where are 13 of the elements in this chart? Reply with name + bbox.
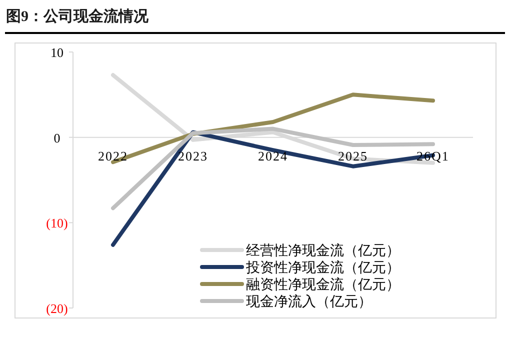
y-tick-label: (10) [46,216,68,231]
x-tick-label: 2024 [258,148,288,164]
legend-label: 投资性净现金流（亿元） [245,260,400,276]
y-tick-label: 10 [50,45,64,60]
legend-label: 现金净流入（亿元） [246,294,372,310]
x-tick-label: 2022 [98,148,128,164]
y-tick-label: (20) [46,301,68,316]
legend-label: 经营性净现金流（亿元） [246,243,400,259]
x-tick-label: 2023 [178,148,208,164]
x-tick-label: 2025 [338,148,368,164]
y-tick-label: 0 [54,130,60,146]
chart-title: 图9：公司现金流情况 [6,7,150,25]
legend-label: 融资性净现金流（亿元） [246,277,400,293]
